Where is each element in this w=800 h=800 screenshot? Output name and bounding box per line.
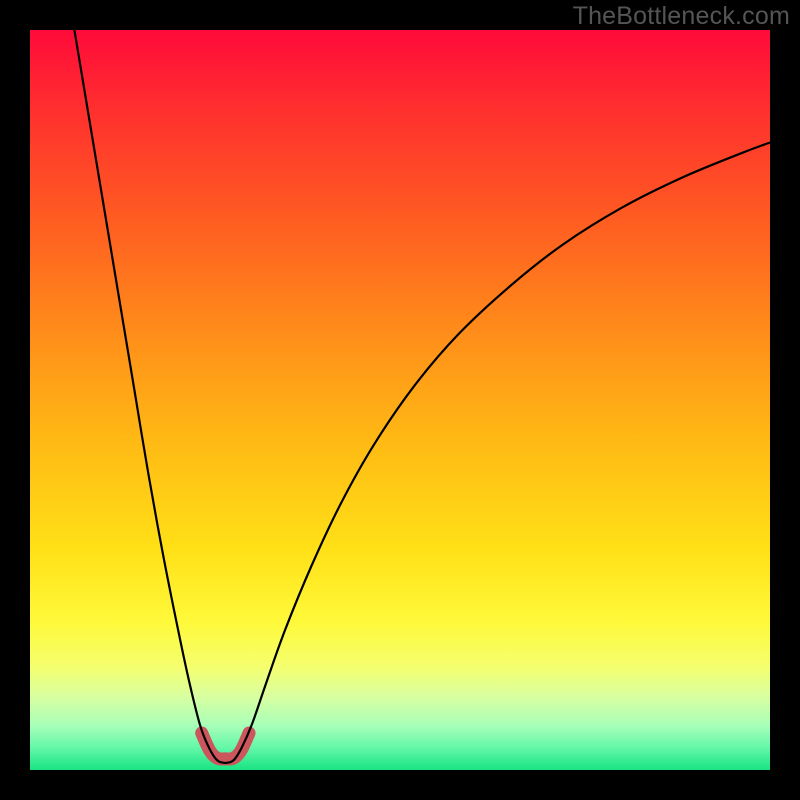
curve-layer: [30, 30, 770, 770]
main-curve: [74, 30, 770, 763]
plot-frame: [30, 30, 770, 770]
watermark-text: TheBottleneck.com: [573, 2, 790, 31]
chart-stage: TheBottleneck.com: [0, 0, 800, 800]
